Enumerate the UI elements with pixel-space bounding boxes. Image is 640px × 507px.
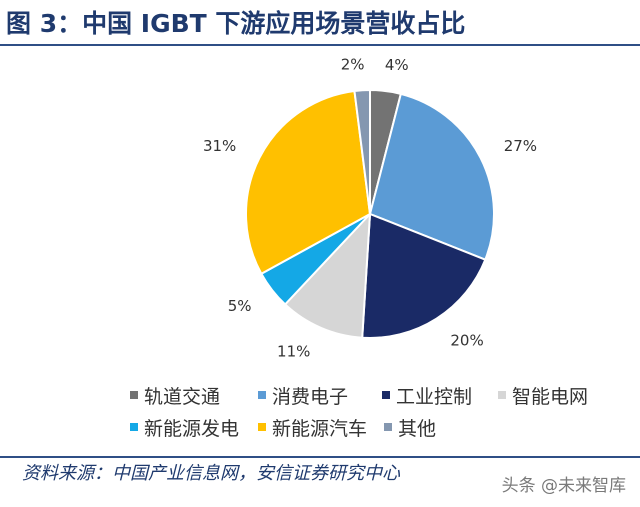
footer-divider: [0, 456, 640, 458]
pie-slices: [245, 88, 495, 339]
legend-label-1: 轨道交通: [144, 386, 220, 408]
legend-label-6: 新能源汽车: [272, 418, 367, 440]
legend-label-2: 消费电子: [272, 386, 348, 408]
slice-4: [283, 211, 372, 339]
slice-7-value-label: 2%: [341, 55, 365, 73]
slice-6: [245, 89, 372, 276]
legend-swatch-6: [258, 423, 266, 431]
pie-chart: 4% 27% 20% 11% 5% 31% 2% 轨道交通 消费电子 工业控制 智能电网新能源发电…: [130, 55, 588, 440]
slice-5-value-label: 5%: [228, 297, 252, 315]
source-note: 资料来源：中国产业信息网，安信证券研究中心: [22, 463, 400, 484]
legend-label-7: 其他: [398, 418, 436, 440]
chart-title: 图 3：中国 IGBT 下游应用场景营收占比: [6, 9, 466, 38]
legend-swatch-2: [258, 391, 266, 399]
title-divider: [0, 44, 640, 46]
slice-2: [368, 92, 495, 261]
legend-swatch-7: [384, 423, 392, 431]
watermark: 头条 @未来智库: [501, 476, 626, 496]
slice-4-value-label: 11%: [277, 343, 310, 361]
slice-1-value-label: 4%: [385, 56, 409, 74]
legend-swatch-1: [130, 391, 138, 399]
legend-label-3: 工业控制: [396, 386, 472, 408]
slice-labels: 4% 27% 20% 11% 5% 31% 2%: [203, 55, 537, 360]
slice-2-value-label: 27%: [504, 137, 537, 155]
slice-7: [353, 88, 371, 215]
slice-3-value-label: 20%: [450, 332, 483, 350]
legend-label-4: 智能电网: [512, 386, 588, 408]
slice-3: [361, 212, 487, 339]
legend-swatch-3: [382, 391, 390, 399]
legend-label-5: 新能源发电: [144, 418, 239, 440]
legend-swatch-5: [130, 423, 138, 431]
legend-swatch-4: [498, 391, 506, 399]
slice-6-value-label: 31%: [203, 137, 236, 155]
